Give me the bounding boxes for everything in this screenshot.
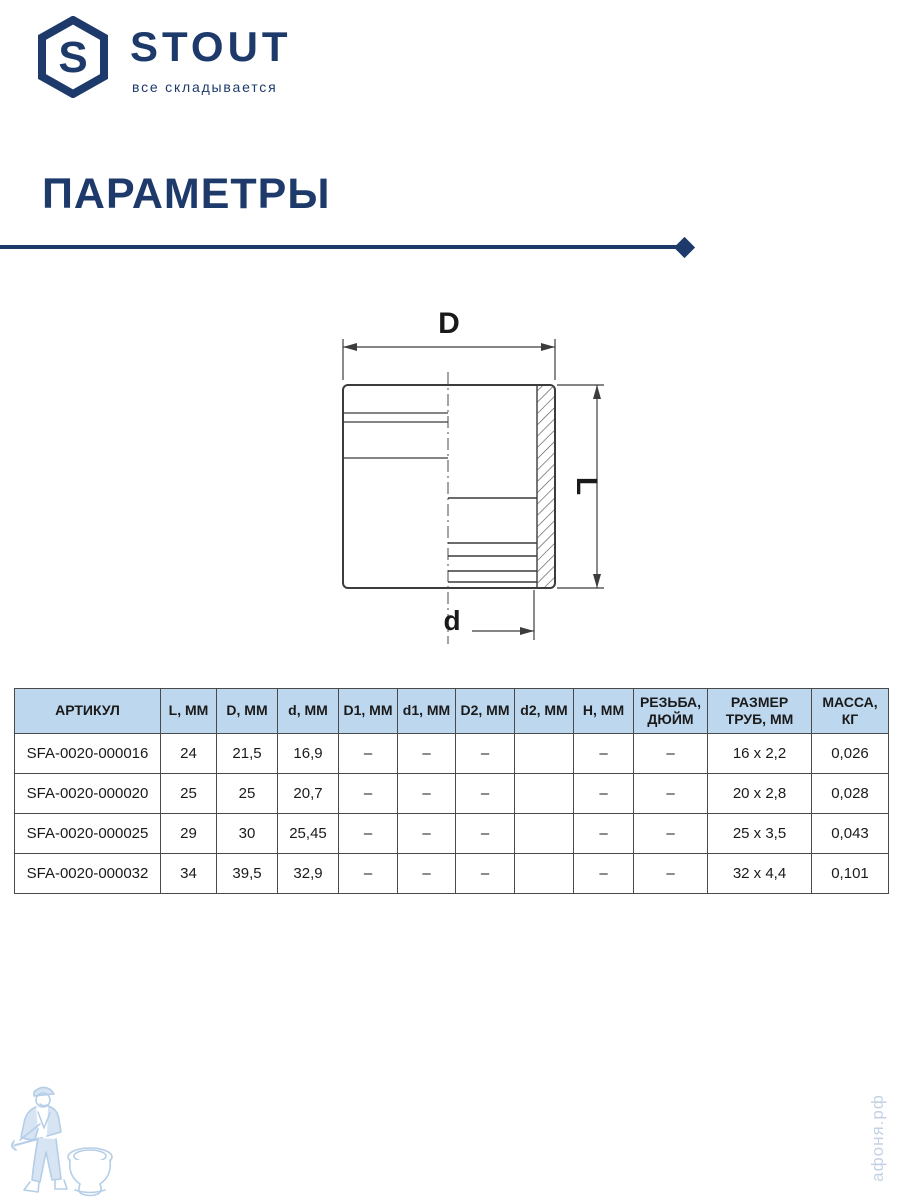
dimension-label-L: L (570, 477, 603, 495)
table-cell (514, 733, 574, 774)
table-cell: 29 (160, 813, 217, 854)
table-cell: – (338, 733, 398, 774)
table-cell: – (633, 853, 708, 894)
table-cell: – (338, 813, 398, 854)
table-cell: – (573, 773, 634, 814)
table-cell: SFA-0020-000020 (14, 773, 161, 814)
table-cell: 25 (216, 773, 278, 814)
column-header: РЕЗЬБА, ДЮЙМ (633, 688, 708, 734)
table-row: SFA-0020-000032 34 39,5 32,9– – – – –32 x 4,4 0,… (14, 853, 889, 894)
dimension-label-D: D (438, 307, 460, 340)
column-header: d2, MM (514, 688, 574, 734)
brand-tagline: все складывается (132, 79, 278, 95)
table-row: SFA-0020-000020 25 25 20,7– – – – –20 x 2,8 0,02… (14, 773, 889, 814)
column-header: АРТИКУЛ (14, 688, 161, 734)
spec-table-wrap: АРТИКУЛ L, MM D, MM d, MM D1, MM d1, MM D2, MM… (14, 688, 889, 894)
table-cell: SFA-0020-000016 (14, 733, 161, 774)
logo-letter: S (58, 33, 87, 82)
table-cell: 0,101 (811, 853, 889, 894)
hatched-wall-section (537, 386, 554, 587)
table-cell: 32,9 (277, 853, 339, 894)
column-header: D2, MM (455, 688, 515, 734)
table-cell: – (397, 853, 456, 894)
page-title: ПАРАМЕТРЫ (42, 170, 331, 218)
dimension-D (342, 339, 556, 380)
table-cell: 24 (160, 733, 217, 774)
table-cell: 20 x 2,8 (707, 773, 812, 814)
table-cell: – (455, 773, 515, 814)
table-cell: – (338, 773, 398, 814)
column-header: L, MM (160, 688, 217, 734)
dimension-L (557, 384, 604, 589)
plumber-watermark-illustration (11, 1086, 113, 1197)
table-cell: 34 (160, 853, 217, 894)
column-header: D1, MM (338, 688, 398, 734)
table-cell: – (633, 773, 708, 814)
table-row: SFA-0020-000016 24 21,5 16,9– – – – –16 x 2,2 0,… (14, 733, 889, 774)
fitting-body-outline (342, 384, 556, 589)
table-header-row: АРТИКУЛ L, MM D, MM d, MM D1, MM d1, MM D2, MM… (14, 688, 889, 734)
table-row: SFA-0020-000025 29 30 25,45– – – – –25 x 3,5 0,0… (14, 813, 889, 854)
table-cell: – (633, 733, 708, 774)
stout-logo-hexagon-icon: S (38, 16, 108, 98)
table-cell: – (633, 813, 708, 854)
table-cell: 25 x 3,5 (707, 813, 812, 854)
table-body: SFA-0020-000016 24 21,5 16,9– – – – –16 x 2,2 0,… (14, 733, 889, 894)
table-cell: – (455, 853, 515, 894)
table-cell (514, 773, 574, 814)
column-header: H, MM (573, 688, 634, 734)
socket-step-lines (343, 412, 448, 459)
table-cell: 20,7 (277, 773, 339, 814)
site-watermark-text: афоня.рф (868, 1094, 887, 1182)
column-header: РАЗМЕР ТРУБ, ММ (707, 688, 812, 734)
table-cell: 21,5 (216, 733, 278, 774)
table-cell: – (397, 733, 456, 774)
table-cell: – (397, 813, 456, 854)
table-cell (514, 853, 574, 894)
table-cell: 16 x 2,2 (707, 733, 812, 774)
table-cell: 39,5 (216, 853, 278, 894)
table-cell: – (397, 773, 456, 814)
dimension-label-d: d (443, 605, 460, 636)
column-header: d1, MM (397, 688, 456, 734)
dimension-d (472, 590, 535, 640)
table-cell: 25 (160, 773, 217, 814)
column-header: МАССА, КГ (811, 688, 889, 734)
table-cell: 0,043 (811, 813, 889, 854)
table-cell: – (573, 853, 634, 894)
table-cell: SFA-0020-000032 (14, 853, 161, 894)
column-header: d, MM (277, 688, 339, 734)
table-cell: – (573, 733, 634, 774)
table-cell: 30 (216, 813, 278, 854)
title-underline (0, 245, 677, 249)
table-cell (514, 813, 574, 854)
diamond-marker-icon (673, 236, 696, 258)
fitting-technical-drawing: D L d (342, 307, 604, 644)
table-cell: 16,9 (277, 733, 339, 774)
table-cell: 0,028 (811, 773, 889, 814)
table-cell: 25,45 (277, 813, 339, 854)
spec-table: АРТИКУЛ L, MM D, MM d, MM D1, MM d1, MM D2, MM… (14, 688, 889, 894)
table-cell: 0,026 (811, 733, 889, 774)
table-cell: – (455, 813, 515, 854)
table-cell: 32 x 4,4 (707, 853, 812, 894)
table-cell: SFA-0020-000025 (14, 813, 161, 854)
table-cell: – (573, 813, 634, 854)
table-cell: – (338, 853, 398, 894)
brand-name: STOUT (130, 23, 292, 70)
column-header: D, MM (216, 688, 278, 734)
table-cell: – (455, 733, 515, 774)
